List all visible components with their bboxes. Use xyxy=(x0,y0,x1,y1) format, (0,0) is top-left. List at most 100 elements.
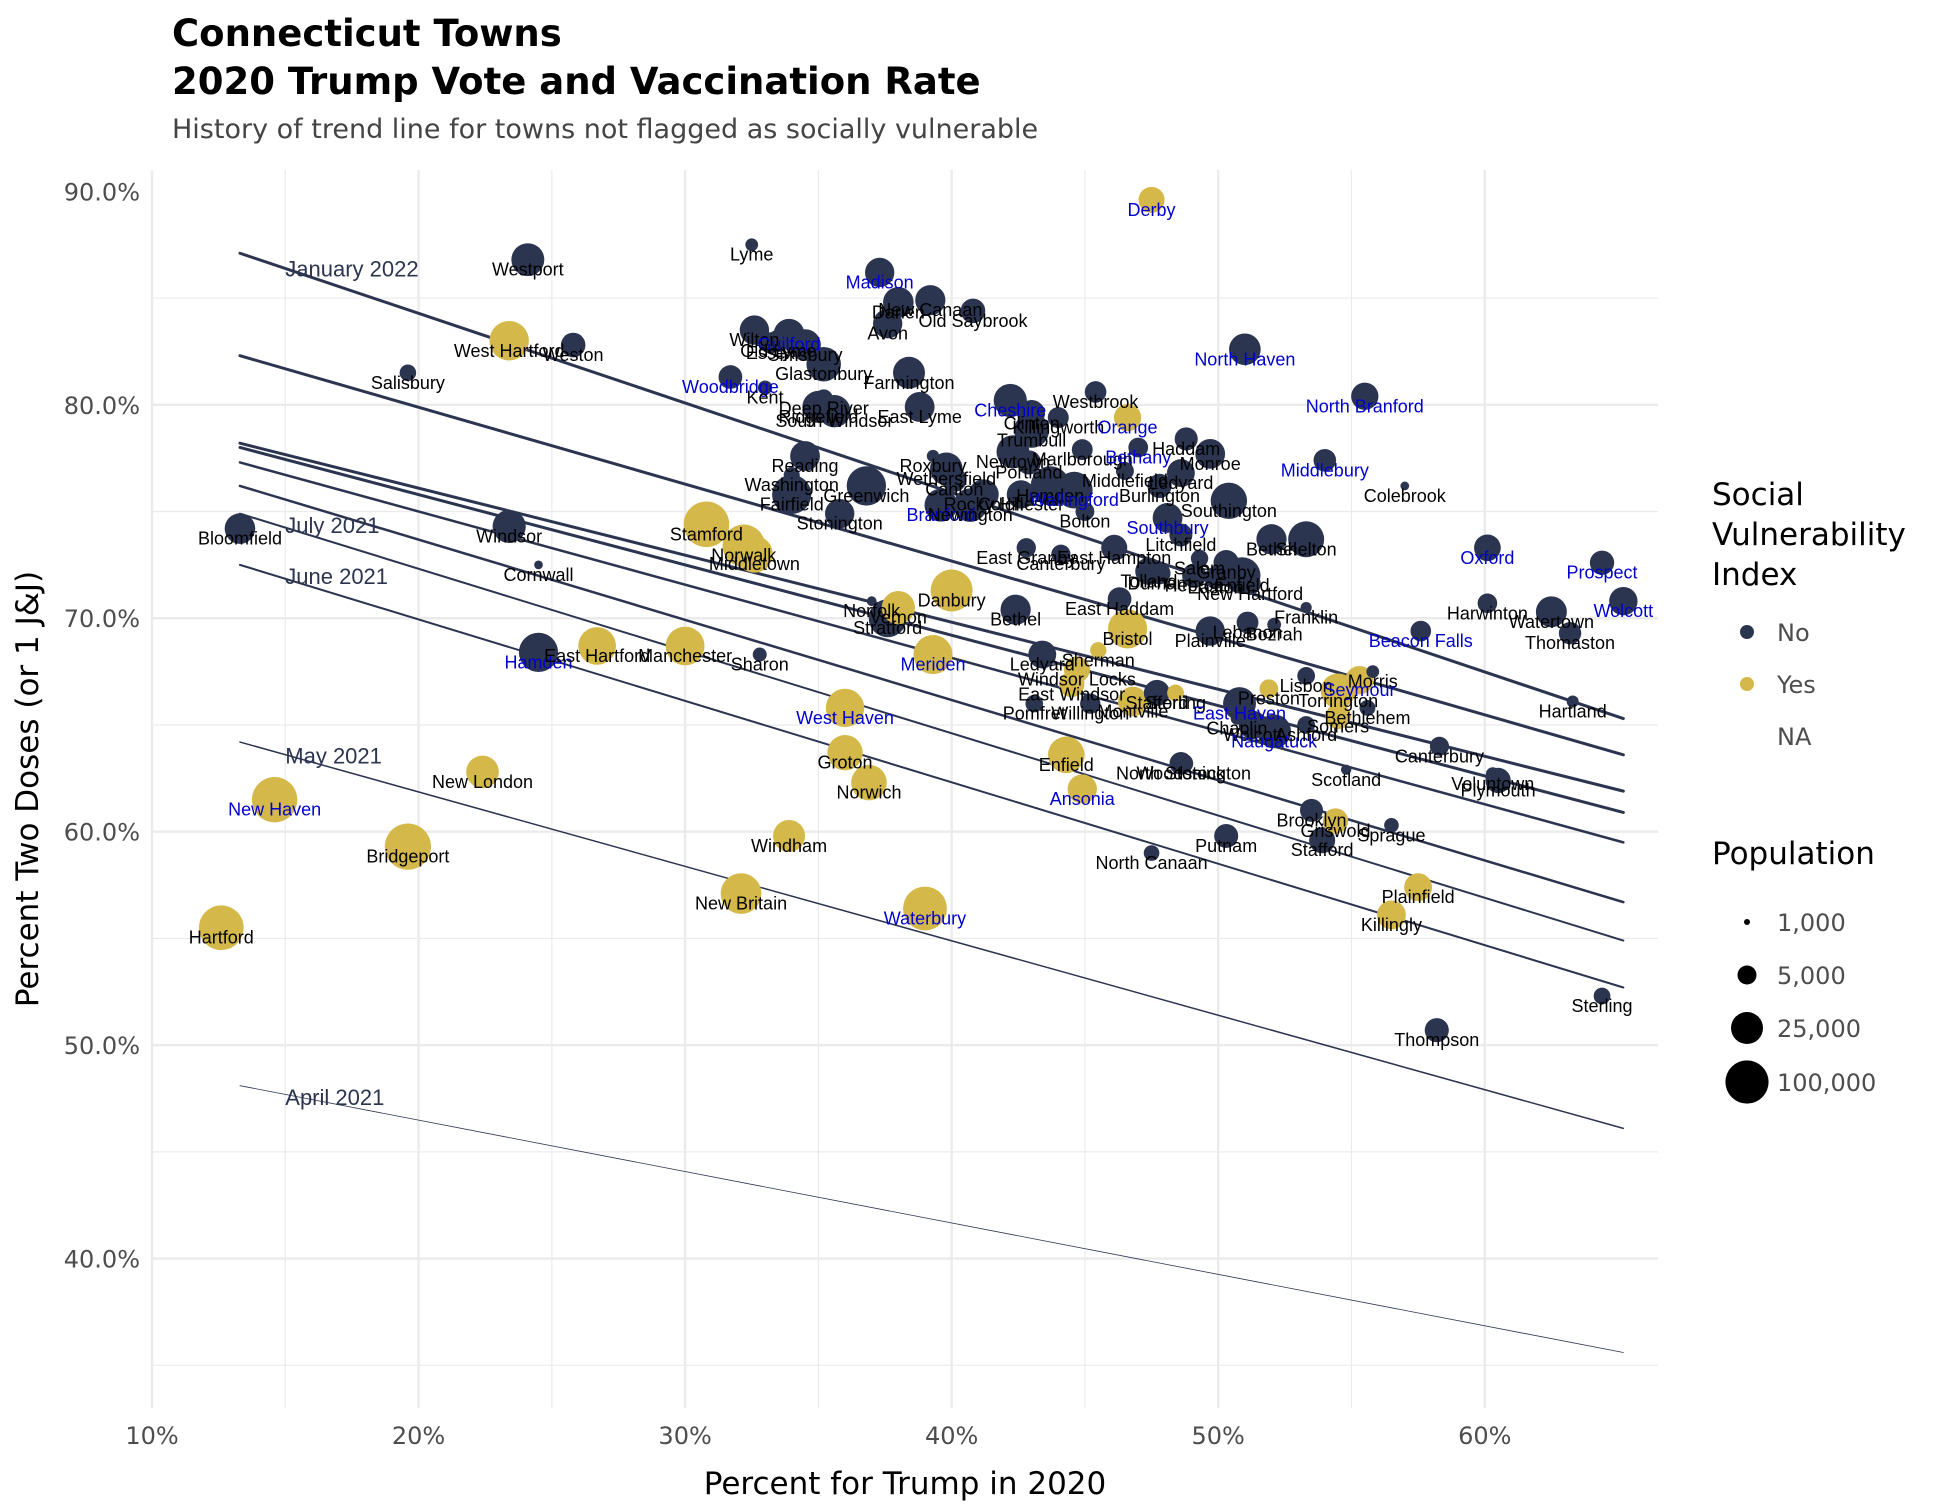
town-label: East Hartford xyxy=(544,646,650,666)
data-point xyxy=(1118,686,1148,717)
town-label: Westbrook xyxy=(1053,392,1140,412)
data-point xyxy=(683,501,730,548)
data-point xyxy=(1474,534,1501,562)
town-label: Cheshire xyxy=(974,401,1046,421)
legend-size-key xyxy=(1725,1060,1769,1104)
legend-color-title-line-2: Vulnerability xyxy=(1712,517,1906,553)
x-tick-label: 60% xyxy=(1458,1422,1511,1450)
data-point xyxy=(1558,621,1582,645)
town-label: Sterling xyxy=(1145,693,1206,713)
data-point xyxy=(1477,593,1498,614)
data-point xyxy=(1485,767,1500,781)
town-label: Stonington xyxy=(797,514,883,534)
data-point xyxy=(757,380,773,395)
x-tick-label: 50% xyxy=(1192,1422,1245,1450)
town-label: East Hampton xyxy=(1057,548,1171,568)
town-label: Ashford xyxy=(1275,725,1337,745)
town-label: Montville xyxy=(1097,701,1168,721)
town-label: Colebrook xyxy=(1364,486,1447,506)
town-label: New Haven xyxy=(228,800,321,820)
town-label: Voluntown xyxy=(1451,774,1534,794)
town-label: North Stonington xyxy=(1116,763,1251,783)
town-label: North Canaan xyxy=(1096,853,1208,873)
chart-subtitle: History of trend line for towns not flag… xyxy=(172,114,1039,145)
town-label: Shelton xyxy=(1276,539,1337,559)
data-point xyxy=(752,647,767,662)
town-label: Glastonbury xyxy=(775,364,872,384)
data-point xyxy=(1297,716,1316,734)
legend-label-no: No xyxy=(1777,619,1810,647)
town-label: Putnam xyxy=(1195,836,1257,856)
data-point xyxy=(846,466,887,506)
trend-line-label: July 2021 xyxy=(285,513,379,538)
town-label: Bridgeport xyxy=(366,847,449,867)
town-label: South Windsor xyxy=(775,411,893,431)
x-axis-title: Percent for Trump in 2020 xyxy=(704,1466,1107,1502)
town-label: Pomfret xyxy=(1003,704,1066,724)
town-label: Bolton xyxy=(1059,512,1110,532)
data-point xyxy=(1345,665,1374,695)
town-label: Roxbury xyxy=(899,456,966,476)
data-point xyxy=(1128,437,1149,458)
chart-title-line-1: Connecticut Towns xyxy=(172,12,562,55)
data-point xyxy=(1589,550,1615,575)
town-label: Harwinton xyxy=(1447,603,1528,623)
town-label: Sherman xyxy=(1062,650,1135,670)
town-label: Fairfield xyxy=(760,494,824,514)
legend-size-key xyxy=(1737,965,1757,985)
data-point xyxy=(1195,438,1226,469)
town-label: Salisbury xyxy=(371,373,445,393)
data-point xyxy=(511,243,545,277)
town-label: Essex xyxy=(746,343,795,363)
town-label: Lyme xyxy=(730,245,773,265)
y-axis-title: Percent Two Doses (or 1 J&J) xyxy=(10,571,46,1007)
town-label: Marlborough xyxy=(1032,450,1133,470)
y-tick-label: 70.0% xyxy=(64,605,140,633)
data-point xyxy=(1297,666,1316,685)
town-label: Rocky Hill xyxy=(944,494,1024,514)
y-tick-label: 60.0% xyxy=(64,819,140,847)
town-label: East Haven xyxy=(1193,704,1286,724)
data-point xyxy=(1236,611,1259,634)
town-label: Farmington xyxy=(863,373,954,393)
town-label: Torrington xyxy=(1298,691,1378,711)
town-label: Madison xyxy=(846,272,914,292)
data-point xyxy=(903,886,947,931)
trend-line-label: January 2022 xyxy=(285,257,418,282)
data-point xyxy=(1256,524,1287,555)
town-label: Willington xyxy=(1051,704,1129,724)
data-point xyxy=(1259,679,1279,699)
data-point xyxy=(1115,461,1134,480)
data-point xyxy=(1006,480,1036,509)
data-point xyxy=(773,819,806,852)
data-point xyxy=(560,332,586,358)
trend-line xyxy=(238,445,1625,814)
data-point xyxy=(1071,439,1093,461)
trend-line xyxy=(238,441,1625,793)
town-label: Norwalk xyxy=(711,546,777,566)
town-label: North Haven xyxy=(1194,349,1295,369)
data-point xyxy=(1359,699,1376,716)
grid-lines xyxy=(150,170,1658,1408)
data-point xyxy=(1143,679,1170,706)
town-label: Sprague xyxy=(1357,825,1425,845)
town-label: Norwich xyxy=(837,783,902,803)
data-point xyxy=(851,764,887,801)
town-label: Enfield xyxy=(1039,755,1094,775)
town-label: Chaplin xyxy=(1206,719,1267,739)
y-tick-label: 90.0% xyxy=(64,178,140,206)
town-label: Orange xyxy=(1098,418,1158,438)
town-label: Woodstock xyxy=(1137,763,1227,783)
data-point xyxy=(1055,471,1093,509)
data-point xyxy=(790,441,820,471)
data-point xyxy=(1299,798,1323,822)
town-label: Plymouth xyxy=(1461,780,1536,800)
data-point xyxy=(1080,693,1101,714)
town-label: East Haddam xyxy=(1065,599,1174,619)
town-label: New Canaan xyxy=(878,300,982,320)
data-point xyxy=(384,823,431,870)
data-point xyxy=(1058,671,1085,698)
town-label: Windsor Locks xyxy=(1018,669,1136,689)
data-point xyxy=(1351,382,1379,410)
